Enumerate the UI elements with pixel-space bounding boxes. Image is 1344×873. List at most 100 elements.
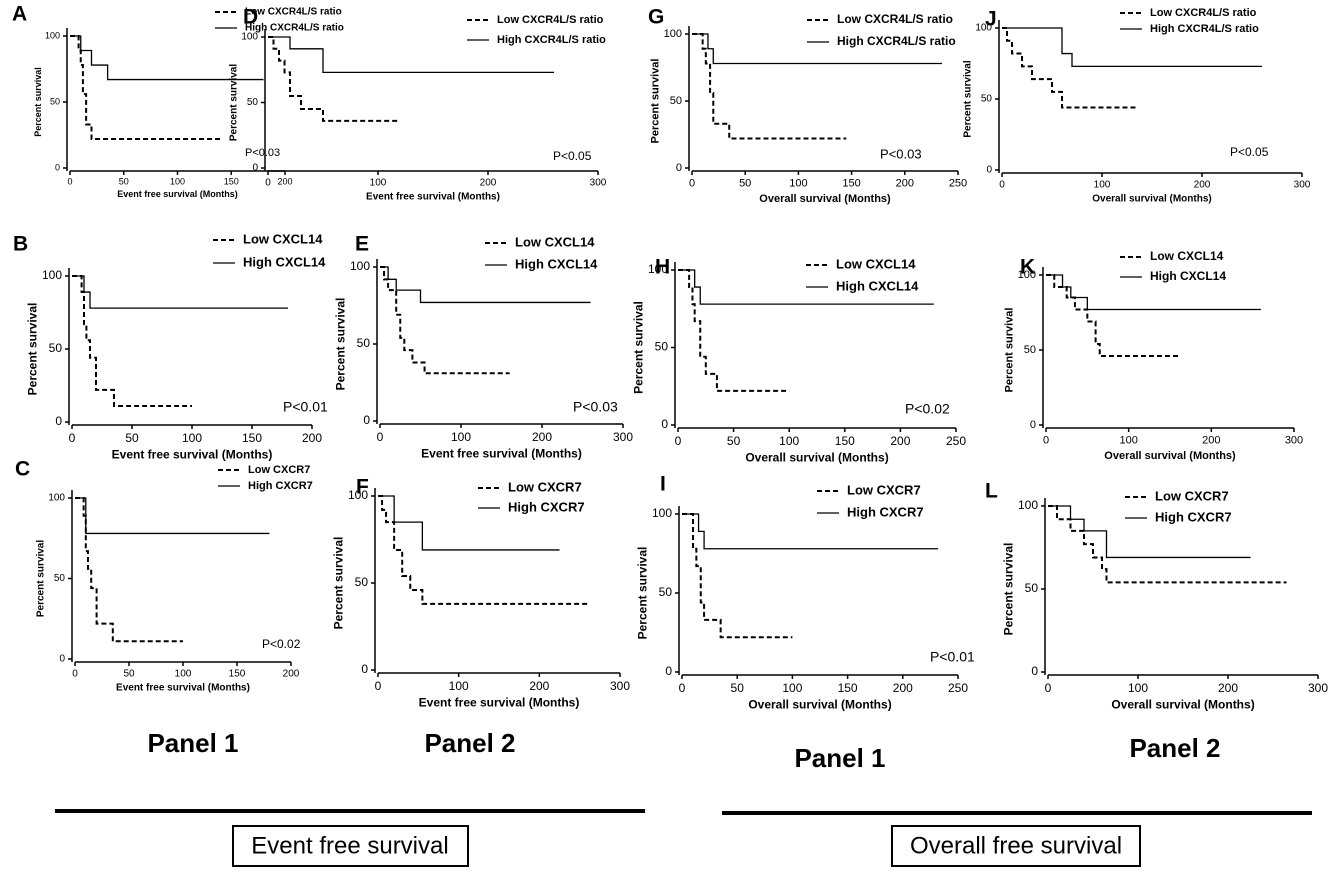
legend-label: High CXCR7 xyxy=(847,504,924,519)
p-value: P<0.02 xyxy=(262,637,301,651)
survival-curve xyxy=(72,275,192,407)
x-tick-label: 200 xyxy=(890,434,910,448)
y-tick-label: 50 xyxy=(50,96,60,106)
panel-letter: C xyxy=(15,458,30,481)
x-axis-label: Overall survival (Months) xyxy=(748,698,891,712)
x-tick-label: 150 xyxy=(242,431,262,445)
survival-curve xyxy=(378,495,560,551)
y-tick-label: 100 xyxy=(648,262,668,276)
survival-curve xyxy=(678,269,790,392)
legend-label: Low CXCL14 xyxy=(836,256,916,271)
legend-label: High CXCR4L/S ratio xyxy=(837,34,956,48)
y-tick-label: 100 xyxy=(1018,498,1038,512)
survival-curve xyxy=(1046,274,1261,311)
y-tick-label: 100 xyxy=(45,30,60,40)
x-tick-label: 0 xyxy=(999,180,1005,191)
y-tick-label: 100 xyxy=(664,28,682,40)
legend-label: High CXCR7 xyxy=(1155,509,1232,524)
panel-letter: D xyxy=(243,6,258,29)
x-tick-label: 200 xyxy=(1194,180,1211,191)
y-tick-label: 50 xyxy=(1025,581,1039,595)
x-tick-label: 0 xyxy=(1043,435,1049,447)
legend-label: Low CXCR7 xyxy=(248,464,310,476)
x-tick-label: 100 xyxy=(779,434,799,448)
y-tick-label: 100 xyxy=(350,259,370,273)
p-value: P<0.01 xyxy=(930,649,975,665)
x-tick-label: 200 xyxy=(532,430,552,444)
x-axis-label: Event free survival (Months) xyxy=(421,447,582,461)
x-tick-label: 150 xyxy=(842,178,860,190)
y-tick-label: 50 xyxy=(659,585,673,599)
x-tick-label: 200 xyxy=(1202,435,1220,447)
panel-letter: F xyxy=(356,476,369,499)
legend-label: High CXCR7 xyxy=(248,480,313,492)
x-tick-label: 200 xyxy=(302,431,322,445)
panel-caption: Panel 2 xyxy=(1129,733,1220,763)
y-tick-label: 0 xyxy=(361,662,368,676)
y-tick-label: 0 xyxy=(986,165,992,176)
y-axis-label: Percent survival xyxy=(1004,308,1016,393)
x-tick-label: 150 xyxy=(835,434,855,448)
legend-label: Low CXCR7 xyxy=(847,482,921,497)
survival-curve xyxy=(1048,505,1287,584)
x-axis-label: Event free survival (Months) xyxy=(366,192,500,203)
x-tick-label: 200 xyxy=(529,679,549,693)
x-tick-label: 100 xyxy=(1119,435,1137,447)
section-box xyxy=(891,825,1141,867)
survival-curve xyxy=(682,513,939,550)
y-tick-label: 0 xyxy=(665,664,672,678)
y-tick-label: 0 xyxy=(55,414,62,428)
x-tick-label: 100 xyxy=(175,669,192,680)
x-axis-label: Overall survival (Months) xyxy=(1104,450,1236,462)
y-tick-label: 100 xyxy=(241,32,258,43)
survival-curve xyxy=(1046,274,1179,357)
panel-letter: L xyxy=(985,480,998,503)
legend-label: High CXCL14 xyxy=(1150,269,1226,283)
survival-curve xyxy=(692,33,847,140)
x-tick-label: 0 xyxy=(265,178,271,189)
y-axis-label: Percent survival xyxy=(229,64,240,141)
legend-label: Low CXCR4L/S ratio xyxy=(837,12,953,26)
x-tick-label: 50 xyxy=(731,681,745,695)
x-tick-label: 200 xyxy=(896,178,914,190)
section-label: Event free survival xyxy=(251,832,448,859)
p-value: P<0.05 xyxy=(553,149,592,163)
x-tick-label: 0 xyxy=(1045,681,1052,695)
y-tick-label: 50 xyxy=(655,340,669,354)
x-tick-label: 50 xyxy=(739,178,751,190)
x-tick-label: 150 xyxy=(224,177,239,187)
x-tick-label: 300 xyxy=(610,679,630,693)
p-value: P<0.02 xyxy=(905,401,950,417)
panel-letter: K xyxy=(1020,256,1035,279)
p-value: P<0.01 xyxy=(283,399,328,415)
x-tick-label: 250 xyxy=(946,434,966,448)
section-box xyxy=(232,825,469,867)
x-tick-label: 100 xyxy=(449,679,469,693)
panel-letter: B xyxy=(13,233,28,256)
y-tick-label: 50 xyxy=(981,94,993,105)
panel-letter: G xyxy=(648,6,664,29)
y-tick-label: 0 xyxy=(59,654,65,665)
y-tick-label: 0 xyxy=(252,163,258,174)
x-tick-label: 100 xyxy=(789,178,807,190)
panel-caption: Panel 1 xyxy=(147,728,238,758)
x-tick-label: 300 xyxy=(613,430,633,444)
x-tick-label: 0 xyxy=(679,681,686,695)
y-tick-label: 50 xyxy=(357,336,371,350)
panel-letter: A xyxy=(12,3,27,26)
legend-label: Low CXCR4L/S ratio xyxy=(1150,7,1257,19)
y-axis-label: Percent survival xyxy=(333,298,347,391)
x-tick-label: 200 xyxy=(480,178,497,189)
x-tick-label: 50 xyxy=(119,177,129,187)
y-axis-label: Percent survival xyxy=(1001,543,1015,636)
y-tick-label: 50 xyxy=(247,97,259,108)
y-tick-label: 50 xyxy=(355,575,369,589)
survival-curve xyxy=(682,513,793,639)
panel-letter: E xyxy=(355,233,369,256)
y-axis-label: Percent survival xyxy=(631,301,645,394)
legend-label: High CXCL14 xyxy=(243,254,326,269)
y-tick-label: 0 xyxy=(55,162,60,172)
x-axis-label: Overall survival (Months) xyxy=(1092,194,1211,205)
survival-curve xyxy=(378,495,588,605)
panel-letter: I xyxy=(660,473,666,496)
